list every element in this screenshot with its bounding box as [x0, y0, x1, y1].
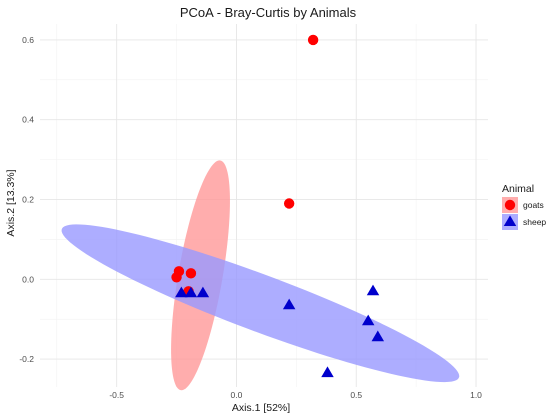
tick-labels: -0.5 0.0 0.5 1.0 -0.2 0.0 0.2 0.4 0.6	[19, 35, 482, 400]
point-sheep	[184, 286, 198, 298]
x-tick-label: 0.5	[350, 390, 362, 400]
legend: Animal goats sheep	[502, 183, 546, 230]
x-tick-label: 0.0	[231, 390, 243, 400]
legend-item-sheep: sheep	[502, 214, 546, 230]
point-sheep	[196, 286, 210, 298]
chart-title: PCoA - Bray-Curtis by Animals	[180, 5, 357, 20]
ellipse-layer	[61, 160, 460, 391]
point-sheep	[282, 298, 296, 310]
point-goats	[185, 268, 197, 279]
ellipse-sheep	[61, 224, 460, 383]
point-goats	[307, 34, 319, 46]
legend-marker-goats	[504, 199, 516, 211]
point-sheep	[371, 330, 385, 342]
x-tick-label: -0.5	[109, 390, 124, 400]
y-tick-label: 0.4	[22, 115, 34, 125]
y-tick-label: 0.2	[22, 195, 34, 205]
legend-title: Animal	[502, 183, 534, 195]
x-axis-title: Axis.1 [52%]	[232, 402, 290, 414]
point-sheep	[361, 314, 375, 326]
point-layer	[171, 34, 385, 378]
legend-marker-sheep	[503, 215, 517, 227]
legend-item-goats: goats	[502, 197, 544, 213]
y-tick-label: -0.2	[19, 354, 34, 364]
point-sheep	[175, 286, 188, 298]
legend-label-goats: goats	[523, 200, 544, 210]
x-tick-label: 1.0	[470, 390, 482, 400]
point-sheep	[321, 366, 334, 378]
y-axis-title: Axis.2 [13.3%]	[5, 169, 17, 236]
point-goats	[283, 198, 295, 209]
point-sheep	[366, 284, 380, 296]
y-tick-label: 0.0	[22, 274, 34, 284]
point-goats	[171, 272, 182, 283]
y-tick-label: 0.6	[22, 35, 34, 45]
legend-label-sheep: sheep	[523, 217, 546, 227]
